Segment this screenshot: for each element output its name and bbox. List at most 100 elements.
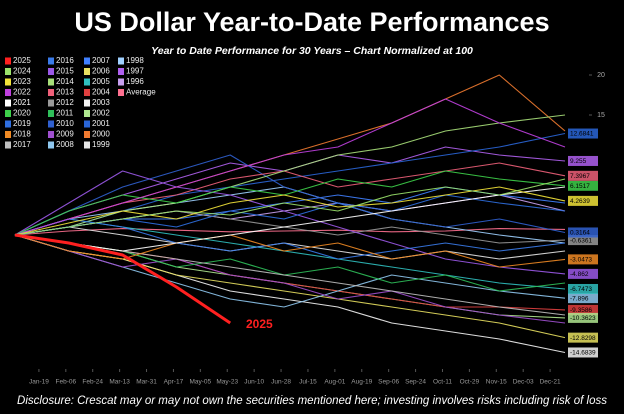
- end-label-box: [568, 180, 598, 191]
- y-tick-label: 15: [597, 112, 605, 119]
- legend-swatch: [48, 78, 54, 86]
- legend-swatch: [118, 78, 124, 86]
- line: [14, 154, 566, 236]
- legend-swatch: [48, 141, 54, 149]
- x-tick-label: Feb-06: [56, 379, 77, 386]
- chart-title: US Dollar Year-to-Date Performances: [74, 7, 549, 37]
- x-tick-label: Dec-03: [513, 379, 534, 386]
- legend-swatch: [84, 78, 90, 86]
- end-label-box: [568, 227, 598, 238]
- legend-label: Average: [126, 88, 156, 97]
- legend-label: 2000: [92, 130, 110, 139]
- legend-swatch: [5, 120, 11, 128]
- end-label: -3.0473: [570, 257, 592, 264]
- legend-label: 2010: [56, 119, 74, 128]
- legend-label: 2019: [13, 119, 31, 128]
- legend-swatch: [48, 68, 54, 75]
- legend-label: 2001: [92, 119, 110, 128]
- x-tick-label: Oct-11: [433, 379, 452, 386]
- legend-label: 1998: [126, 56, 144, 65]
- legend-label: 2009: [56, 130, 74, 139]
- legend-swatch: [48, 131, 54, 138]
- line: [14, 114, 566, 236]
- legend-swatch: [84, 141, 90, 149]
- legend-label: 2003: [92, 98, 110, 107]
- end-label: 6.1517: [570, 183, 590, 190]
- end-label: 12.6841: [570, 131, 594, 138]
- end-label-box: [568, 268, 598, 279]
- legend-swatch: [5, 78, 11, 86]
- lines: [14, 74, 566, 354]
- x-tick-label: Apr-17: [164, 379, 184, 386]
- end-label-box: [568, 293, 598, 304]
- legend-swatch: [5, 89, 11, 96]
- end-label: -10.3623: [570, 315, 596, 322]
- legend-swatch: [118, 89, 124, 96]
- x-tick-label: Jun-10: [244, 379, 264, 386]
- legend-swatch: [84, 57, 90, 65]
- legend-swatch: [5, 68, 11, 75]
- legend-swatch: [84, 110, 90, 117]
- legend-label: 2013: [56, 88, 74, 97]
- legend-label: 2015: [56, 67, 74, 76]
- x-tick-label: Sep-06: [378, 379, 399, 386]
- x-tick-label: Dec-21: [540, 379, 561, 386]
- end-label: 9.255: [570, 158, 587, 165]
- legend-label: 2006: [92, 67, 110, 76]
- legend-label: 2016: [56, 56, 74, 65]
- legend-swatch: [118, 57, 124, 65]
- legend-label: 1999: [92, 140, 110, 149]
- line: [14, 186, 566, 236]
- legend-label: 1997: [126, 67, 144, 76]
- x-tick-label: Feb-24: [82, 379, 103, 386]
- legend-swatch: [48, 89, 54, 96]
- legend-label: 2004: [92, 88, 110, 97]
- legend-label: 2024: [13, 67, 31, 76]
- legend-label: 2002: [92, 109, 110, 118]
- legend-label: 2012: [56, 98, 74, 107]
- chart-subtitle: Year to Date Performance for 30 Years – …: [151, 45, 473, 57]
- legend-label: 1996: [126, 77, 144, 86]
- end-label: -0.6361: [570, 237, 592, 244]
- line: [14, 186, 566, 252]
- end-label-box: [568, 304, 598, 315]
- x-tick-label: Jul-15: [299, 379, 317, 386]
- end-label-box: [568, 347, 598, 358]
- y-tick-label: 20: [597, 72, 605, 79]
- legend-swatch: [5, 141, 11, 149]
- legend-swatch: [84, 131, 90, 138]
- line: [14, 234, 566, 268]
- line: [14, 170, 566, 275]
- end-label: -12.8298: [570, 335, 596, 342]
- legend-swatch: [84, 120, 90, 128]
- end-label: -14.6839: [570, 350, 596, 357]
- legend-label: 2020: [13, 109, 31, 118]
- x-tick-label: Mar-13: [109, 379, 130, 386]
- legend-swatch: [5, 57, 11, 65]
- line: [14, 218, 566, 260]
- x-tick-label: Aug-01: [324, 379, 345, 386]
- end-label: -4.862: [570, 271, 589, 278]
- legend-label: 2008: [56, 140, 74, 149]
- end-label-box: [568, 235, 598, 246]
- legend-label: 2005: [92, 77, 110, 86]
- legend-label: 2011: [56, 109, 74, 118]
- end-label-box: [568, 283, 598, 294]
- legend-label: 2017: [13, 140, 31, 149]
- end-label-box: [568, 128, 598, 139]
- legend-label: 2022: [13, 88, 31, 97]
- line: [14, 98, 566, 236]
- x-tick-label: Nov-15: [486, 379, 507, 386]
- legend-swatch: [48, 99, 54, 107]
- x-tick-label: Aug-19: [351, 379, 372, 386]
- x-tick-label: Jan-19: [29, 379, 49, 386]
- end-label: 0.3164: [570, 230, 590, 237]
- end-label: 7.3967: [570, 173, 590, 180]
- legend-swatch: [48, 120, 54, 128]
- end-label: -7.896: [570, 295, 589, 302]
- legend-label: 2014: [56, 77, 74, 86]
- end-label-box: [568, 195, 598, 206]
- x-tick-label: Jun-28: [271, 379, 291, 386]
- end-label-box: [568, 170, 598, 181]
